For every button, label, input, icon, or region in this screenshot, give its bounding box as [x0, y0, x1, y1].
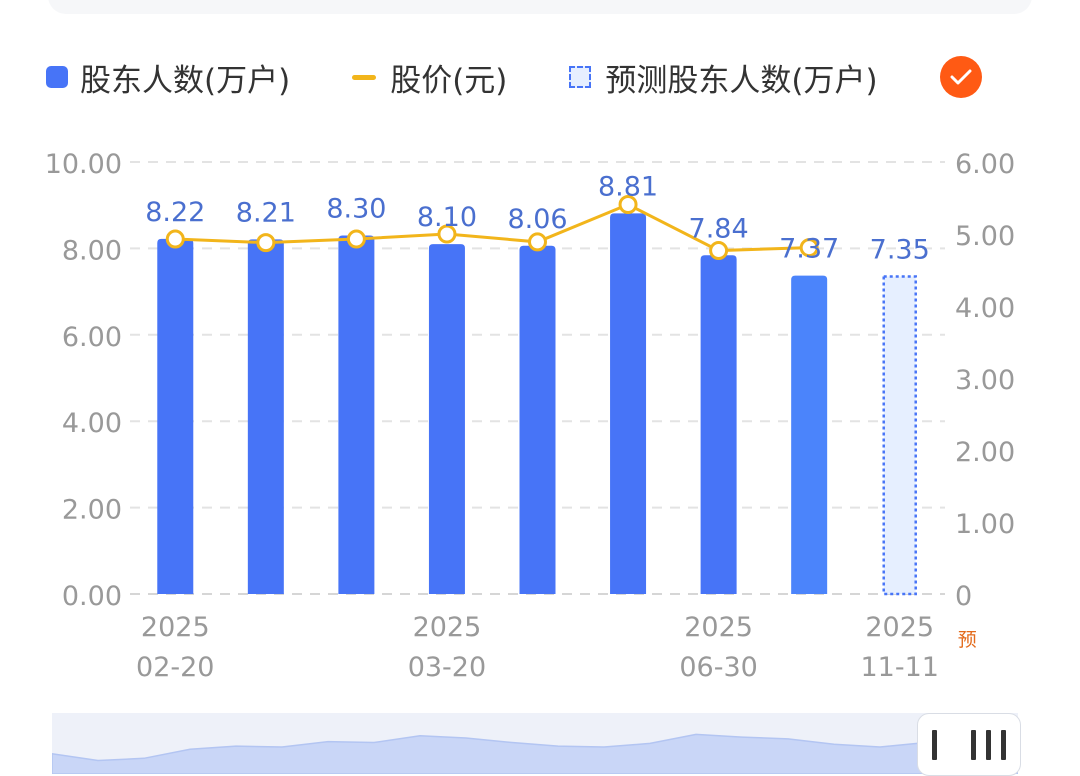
price-point	[709, 241, 729, 261]
legend-label-price: 股价(元)	[390, 62, 508, 99]
handle-grip-line	[986, 729, 991, 760]
x-tick-date: 03-20	[408, 652, 486, 683]
y-left-tick-label: 0.00	[62, 581, 122, 612]
range-slider-handle[interactable]	[917, 713, 1021, 776]
x-tick-year: 2025	[141, 612, 210, 643]
chart-legend: 股东人数(万户) 股价(元) 预测股东人数(万户)	[46, 52, 982, 102]
bar-value-label: 8.21	[236, 197, 296, 228]
y-right-tick-label: 4.00	[955, 293, 1015, 324]
y-left-tick-label: 6.00	[62, 322, 122, 353]
bar	[610, 213, 647, 594]
bar-value-label: 8.22	[145, 197, 205, 228]
bar-value-label: 7.84	[689, 213, 749, 244]
price-point	[165, 229, 185, 249]
legend-item-price[interactable]: 股价(元)	[352, 55, 507, 100]
price-point	[346, 229, 366, 249]
legend-label-shareholders: 股东人数(万户)	[80, 62, 291, 99]
handle-grip-line	[971, 729, 976, 760]
bar	[157, 238, 194, 594]
legend-label-forecast: 预测股东人数(万户)	[605, 62, 878, 99]
y-left-tick-label: 4.00	[62, 408, 122, 439]
forecast-tag: 预	[958, 629, 977, 651]
x-tick-year: 2025	[413, 612, 482, 643]
y-right-tick-label: 6.00	[955, 149, 1015, 180]
x-tick-date: 06-30	[679, 652, 757, 683]
y-right-tick-label: 2.00	[955, 437, 1015, 468]
bar	[700, 255, 737, 594]
x-tick-year: 2025	[684, 612, 753, 643]
legend-item-shareholders[interactable]: 股东人数(万户)	[46, 55, 290, 100]
x-tick-date: 02-20	[136, 652, 214, 683]
x-tick-date: 11-11	[860, 652, 938, 683]
bar	[247, 239, 284, 594]
x-tick-year: 2025	[865, 612, 934, 643]
check-toggle-button[interactable]	[939, 56, 982, 98]
range-slider-overview[interactable]	[52, 713, 1018, 774]
price-point	[799, 238, 819, 258]
y-right-tick-label: 3.00	[955, 365, 1015, 396]
price-point	[618, 194, 638, 214]
bar-value-label: 8.81	[598, 171, 658, 202]
bar-value-label: 8.10	[417, 202, 477, 233]
bar	[428, 244, 465, 594]
bar-value-label: 7.37	[779, 234, 839, 265]
bar	[791, 275, 828, 594]
bar-value-label: 8.06	[507, 204, 567, 235]
y-right-tick-label: 0	[955, 581, 972, 612]
bar-value-label: 8.30	[326, 193, 386, 224]
forecast-bar	[882, 275, 917, 596]
bar	[519, 245, 556, 595]
dual-axis-chart: 0.00 2.00 4.00 6.00 8.00 10.00 0 1.00 2.00 3.00 4.…	[45, 149, 1015, 683]
price-point	[528, 232, 547, 252]
y-left-tick-label: 8.00	[62, 235, 122, 266]
handle-grip-line	[932, 729, 937, 760]
legend-item-forecast[interactable]: 预测股东人数(万户)	[569, 55, 878, 100]
legend-forecast-swatch	[569, 66, 592, 88]
bar	[338, 235, 375, 594]
check-icon	[950, 69, 972, 85]
legend-line-swatch	[352, 74, 377, 80]
price-point	[437, 224, 457, 244]
y-right-tick-label: 1.00	[955, 509, 1015, 540]
y-right-tick-label: 5.00	[955, 221, 1015, 252]
price-point	[256, 233, 276, 253]
legend-bar-swatch	[46, 66, 68, 88]
y-left-tick-label: 2.00	[62, 495, 122, 526]
bar-value-label: 7.35	[870, 234, 930, 265]
top-card	[48, 0, 1032, 14]
handle-grip-line	[1001, 729, 1006, 760]
y-left-tick-label: 10.00	[45, 149, 122, 180]
price-line	[175, 202, 810, 253]
